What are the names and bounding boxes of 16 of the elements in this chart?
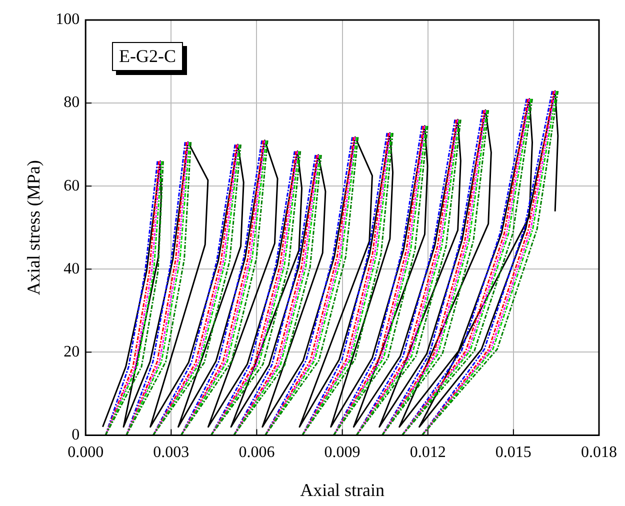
x-axis-title: Axial strain bbox=[300, 480, 385, 500]
y-tick-label: 80 bbox=[64, 94, 80, 112]
y-axis-title: Axial stress (MPa) bbox=[24, 160, 44, 296]
y-tick-label: 0 bbox=[72, 426, 80, 444]
x-tick-label: 0.009 bbox=[324, 444, 360, 462]
x-tick-label: 0.018 bbox=[581, 444, 617, 462]
x-tick-label: 0.012 bbox=[410, 444, 446, 462]
y-tick-label: 40 bbox=[64, 260, 80, 278]
x-tick-label: 0.015 bbox=[495, 444, 532, 462]
x-tick-label: 0.000 bbox=[68, 444, 104, 462]
x-tick-label: 0.006 bbox=[238, 444, 275, 462]
x-tick-label: 0.003 bbox=[153, 444, 190, 462]
y-tick-label: 100 bbox=[56, 11, 80, 28]
y-tick-label: 20 bbox=[64, 343, 80, 360]
annotation: E-G2-C bbox=[112, 42, 183, 71]
y-tick-label: 60 bbox=[64, 177, 80, 194]
